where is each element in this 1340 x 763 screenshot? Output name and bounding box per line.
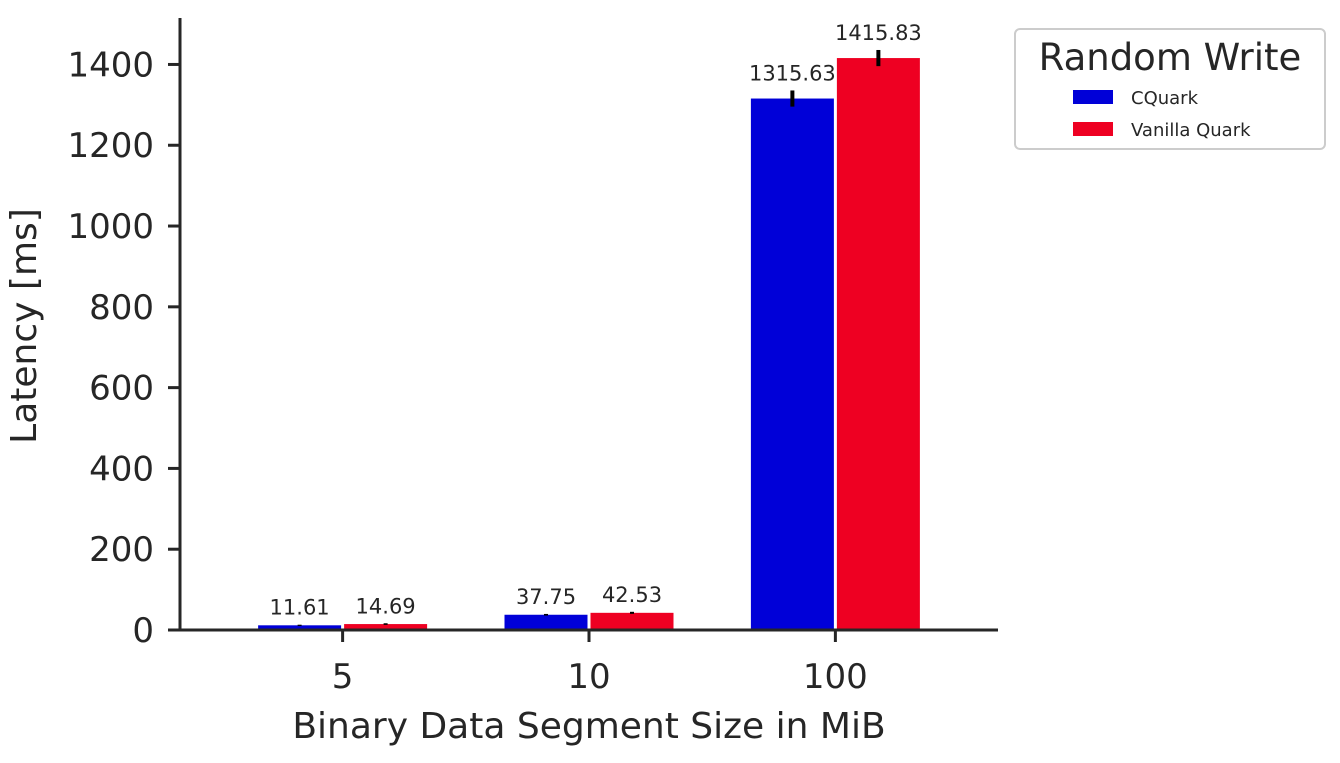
y-axis-title: Latency [ms] xyxy=(4,208,45,444)
legend-swatch-vanilla-quark xyxy=(1073,122,1113,136)
legend-label: CQuark xyxy=(1131,88,1199,109)
y-tick-label: 800 xyxy=(89,288,154,328)
x-axis-ticks: 5 10 100 xyxy=(332,630,868,697)
legend-title: Random Write xyxy=(1039,36,1302,79)
data-label: 1415.83 xyxy=(835,21,922,45)
bar-cquark xyxy=(504,614,588,630)
y-tick-label: 200 xyxy=(89,530,154,570)
bar-vanilla-quark xyxy=(590,612,674,630)
data-labels: 11.61 14.69 37.75 42.53 1315.63 1415.83 xyxy=(270,21,922,620)
bar-vanilla-quark xyxy=(344,624,428,630)
data-label: 14.69 xyxy=(356,594,416,618)
bars xyxy=(258,58,920,631)
bar-cquark xyxy=(750,98,834,630)
legend-label: Vanilla Quark xyxy=(1131,120,1251,141)
error-bars xyxy=(297,49,881,626)
y-tick-label: 1400 xyxy=(67,45,154,85)
legend-swatch-cquark xyxy=(1073,90,1113,104)
data-label: 1315.63 xyxy=(749,61,836,85)
x-axis-title: Binary Data Segment Size in MiB xyxy=(292,706,885,747)
x-tick-label: 10 xyxy=(567,657,610,697)
legend: Random Write CQuark Vanilla Quark xyxy=(1014,28,1326,150)
data-label: 11.61 xyxy=(270,596,330,620)
bar-cquark xyxy=(258,625,342,630)
legend-frame xyxy=(1014,28,1326,150)
x-tick-label: 5 xyxy=(332,657,354,697)
x-tick-label: 100 xyxy=(803,657,868,697)
y-tick-label: 0 xyxy=(132,611,154,651)
y-axis-ticks: 0 200 400 600 800 1000 1200 1400 xyxy=(67,45,180,651)
y-tick-label: 600 xyxy=(89,369,154,409)
y-tick-label: 400 xyxy=(89,449,154,489)
y-tick-label: 1200 xyxy=(67,126,154,166)
bar-vanilla-quark xyxy=(836,58,920,631)
data-label: 42.53 xyxy=(602,583,662,607)
y-tick-label: 1000 xyxy=(67,207,154,247)
data-label: 37.75 xyxy=(516,585,576,609)
